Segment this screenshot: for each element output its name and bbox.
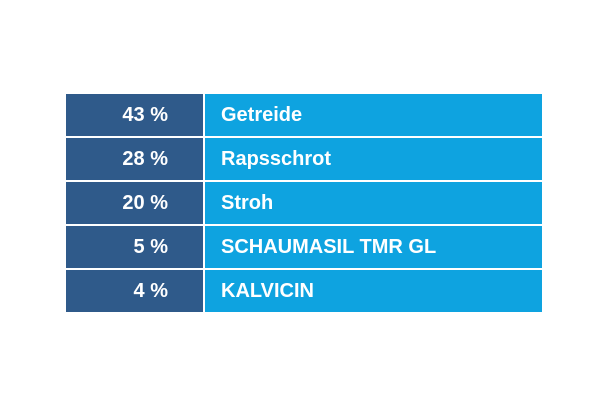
cell-divider bbox=[203, 270, 205, 312]
table-row: 5 % SCHAUMASIL TMR GL bbox=[66, 226, 542, 268]
percent-cell: 43 % bbox=[66, 94, 203, 136]
table-row: 20 % Stroh bbox=[66, 182, 542, 224]
cell-divider bbox=[203, 94, 205, 136]
percent-cell: 4 % bbox=[66, 270, 203, 312]
ingredient-cell: SCHAUMASIL TMR GL bbox=[205, 226, 542, 268]
table-row: 4 % KALVICIN bbox=[66, 270, 542, 312]
ingredient-cell: Getreide bbox=[205, 94, 542, 136]
table-row: 28 % Rapsschrot bbox=[66, 138, 542, 180]
percent-cell: 28 % bbox=[66, 138, 203, 180]
ingredient-cell: KALVICIN bbox=[205, 270, 542, 312]
percent-cell: 20 % bbox=[66, 182, 203, 224]
percent-cell: 5 % bbox=[66, 226, 203, 268]
ration-table: 43 % Getreide 28 % Rapsschrot 20 % Stroh… bbox=[66, 94, 542, 312]
ingredient-cell: Rapsschrot bbox=[205, 138, 542, 180]
cell-divider bbox=[203, 226, 205, 268]
table-row: 43 % Getreide bbox=[66, 94, 542, 136]
cell-divider bbox=[203, 138, 205, 180]
ingredient-cell: Stroh bbox=[205, 182, 542, 224]
cell-divider bbox=[203, 182, 205, 224]
